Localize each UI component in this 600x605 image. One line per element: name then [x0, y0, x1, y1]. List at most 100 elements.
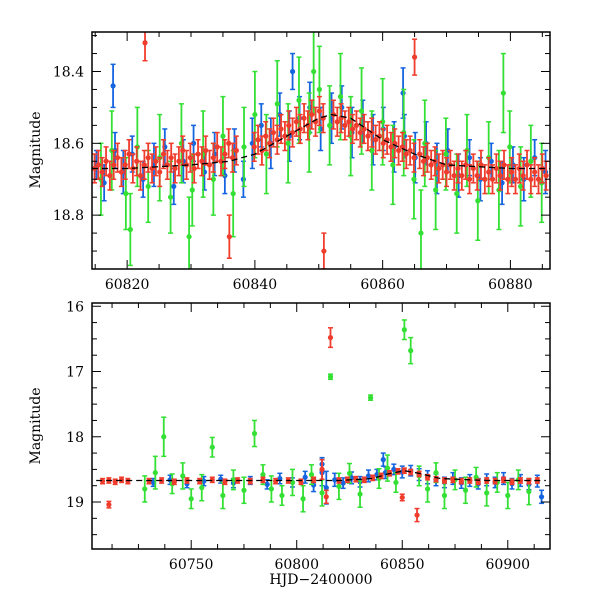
data-point — [505, 176, 511, 182]
data-point — [160, 151, 167, 157]
data-point — [337, 94, 344, 100]
data-point — [220, 492, 226, 499]
data-point — [220, 133, 226, 139]
data-point — [399, 494, 405, 501]
data-point — [420, 158, 427, 164]
data-point — [357, 491, 363, 497]
data-point — [520, 173, 526, 179]
data-point — [443, 169, 450, 175]
data-point — [497, 173, 503, 179]
data-point — [353, 476, 359, 482]
data-point — [399, 144, 406, 150]
data-point — [311, 477, 317, 483]
data-point — [316, 108, 323, 114]
data-point — [278, 126, 284, 132]
data-point — [171, 183, 177, 190]
data-point — [443, 151, 449, 157]
data-point — [301, 115, 307, 121]
data-point — [311, 68, 317, 75]
data-point — [199, 485, 205, 491]
data-point — [172, 165, 178, 172]
data-point — [538, 494, 545, 500]
data-point — [380, 140, 386, 146]
data-point — [226, 234, 232, 240]
data-point — [321, 248, 327, 254]
data-point — [433, 470, 439, 476]
data-point — [486, 169, 492, 175]
y-tick-label: 17 — [66, 365, 84, 381]
data-point — [127, 226, 133, 233]
data-point — [361, 477, 367, 483]
data-point — [493, 165, 499, 172]
series-bottom-1 — [142, 319, 532, 513]
data-point — [319, 466, 325, 472]
data-point — [277, 475, 283, 482]
data-point — [142, 486, 148, 492]
data-point — [99, 169, 105, 175]
data-point — [319, 490, 325, 496]
data-point — [251, 144, 257, 150]
data-point — [296, 97, 302, 103]
y-axis-title-bottom: Magnitude — [28, 387, 44, 464]
data-point — [454, 190, 460, 197]
data-point — [251, 430, 258, 437]
x-tick-label: 60880 — [488, 277, 533, 293]
model-curve — [96, 470, 546, 482]
data-point — [365, 133, 371, 139]
x-tick-label: 60800 — [274, 557, 319, 573]
data-point — [450, 477, 456, 483]
data-point — [189, 187, 195, 193]
data-point — [462, 487, 469, 493]
data-point — [209, 444, 215, 450]
data-point — [327, 374, 334, 380]
data-point — [106, 502, 112, 508]
data-point — [512, 176, 519, 182]
data-point — [365, 473, 372, 479]
data-point — [241, 487, 247, 493]
ticks-bottom: 60750 60800 60850 60900 16 17 18 19 — [66, 299, 550, 573]
data-point — [282, 133, 288, 139]
x-tick-label: 60860 — [360, 277, 405, 293]
data-point — [390, 162, 396, 168]
data-point — [111, 162, 117, 168]
data-point — [145, 155, 151, 161]
data-point — [122, 162, 128, 168]
data-point — [273, 478, 279, 484]
data-point — [176, 158, 182, 164]
data-point — [214, 144, 220, 150]
y-axis-title-top: Magnitude — [28, 111, 44, 188]
data-point — [268, 486, 275, 492]
data-point — [482, 176, 488, 182]
data-point — [270, 129, 277, 136]
data-point — [332, 477, 338, 483]
data-point — [157, 169, 163, 175]
data-point — [195, 151, 201, 157]
data-point — [114, 155, 121, 161]
data-point — [489, 176, 496, 182]
data-point — [210, 176, 216, 182]
data-point — [99, 478, 106, 484]
data-point — [327, 334, 334, 341]
data-point — [505, 492, 511, 499]
data-point — [323, 485, 329, 491]
data-point — [187, 155, 193, 161]
data-point — [501, 162, 507, 168]
data-point — [357, 129, 363, 136]
data-point — [451, 173, 457, 179]
data-point — [260, 477, 266, 483]
data-point — [230, 190, 236, 197]
data-point — [346, 119, 352, 125]
data-point — [260, 472, 266, 478]
y-tick-label: 18 — [66, 430, 84, 446]
data-point — [466, 155, 473, 161]
data-point — [293, 119, 300, 125]
data-point — [134, 158, 140, 164]
data-point — [518, 183, 524, 190]
data-point — [141, 162, 147, 168]
data-point — [274, 101, 280, 107]
data-point — [190, 140, 197, 146]
data-point — [388, 144, 394, 150]
data-point — [226, 140, 232, 146]
